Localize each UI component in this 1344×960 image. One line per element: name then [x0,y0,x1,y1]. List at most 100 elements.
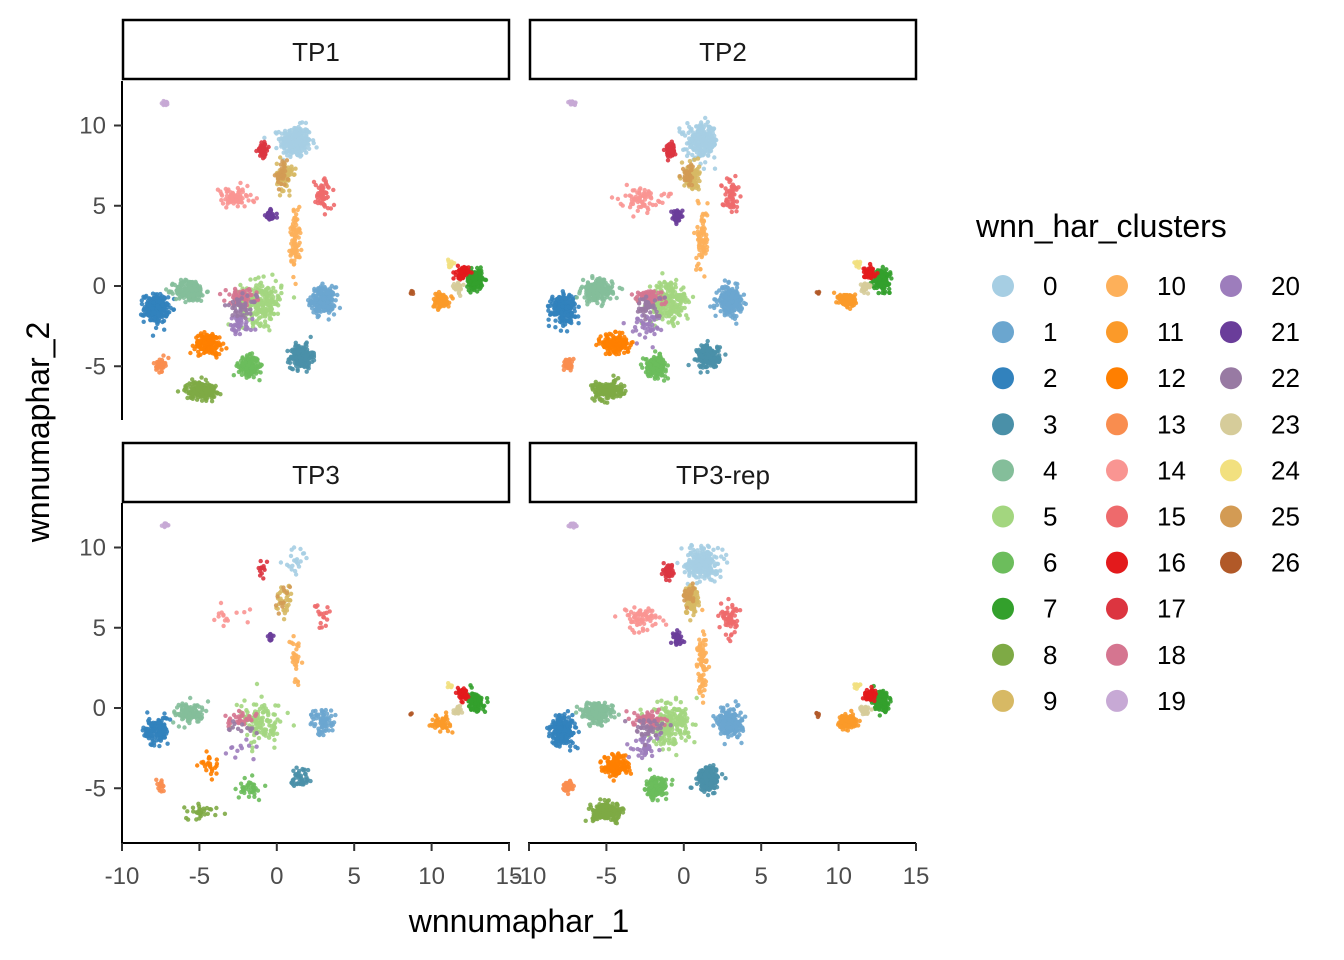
point-cluster-12 [202,340,208,346]
point-cluster-5 [660,271,665,276]
point-cluster-0 [306,146,312,151]
point-cluster-4 [182,287,187,292]
point-cluster-5 [657,280,662,285]
point-cluster-9 [287,193,292,198]
point-cluster-25 [285,177,290,182]
point-cluster-0 [282,136,287,141]
point-cluster-12 [199,346,204,352]
point-cluster-26 [408,291,413,296]
point-cluster-5 [273,289,278,294]
point-cluster-5 [253,286,258,291]
point-cluster-23 [461,282,466,287]
point-cluster-15 [323,190,329,196]
point-cluster-4 [574,295,579,300]
point-cluster-1 [730,286,735,292]
point-cluster-18 [217,291,223,297]
point-cluster-4 [189,288,195,293]
point-cluster-25 [282,168,288,174]
point-cluster-18 [244,288,250,293]
point-cluster-11 [847,306,853,311]
point-cluster-13 [155,361,161,366]
point-cluster-14 [238,180,243,186]
point-cluster-8 [594,391,599,397]
point-cluster-10 [293,228,299,233]
point-cluster-11 [431,304,436,309]
point-cluster-4 [608,289,613,294]
point-cluster-10 [293,250,298,255]
scatter-points-tp1 [138,98,489,404]
point-cluster-22 [240,291,245,296]
point-cluster-4 [198,290,203,296]
point-cluster-8 [617,389,623,395]
point-cluster-2 [558,328,564,333]
point-cluster-7 [876,290,881,296]
point-cluster-2 [138,312,144,317]
point-cluster-6 [244,353,250,358]
point-cluster-2 [148,317,153,322]
point-cluster-0 [712,155,717,160]
point-cluster-5 [267,328,272,333]
point-cluster-10 [291,207,296,212]
point-cluster-5 [671,294,677,299]
point-cluster-8 [206,383,211,388]
point-cluster-10 [288,253,293,258]
point-cluster-16 [455,263,461,268]
point-cluster-2 [142,295,147,300]
point-cluster-4 [619,286,625,292]
point-cluster-9 [290,167,295,172]
point-cluster-8 [593,381,599,387]
point-cluster-14 [228,199,233,205]
point-cluster-4 [601,277,606,282]
point-cluster-12 [190,343,195,348]
point-cluster-2 [139,301,145,307]
point-cluster-0 [296,137,301,142]
point-cluster-16 [461,264,467,270]
point-cluster-2 [142,312,147,317]
point-cluster-1 [318,309,323,314]
point-cluster-1 [730,293,735,298]
point-cluster-5 [258,280,264,285]
point-cluster-1 [333,285,339,290]
point-cluster-3 [686,362,691,368]
point-cluster-15 [321,177,326,182]
point-cluster-1 [331,312,337,317]
point-cluster-0 [287,138,292,143]
point-cluster-0 [306,137,311,143]
point-cluster-3 [300,348,305,353]
point-cluster-8 [211,389,216,394]
point-cluster-4 [609,284,615,289]
point-cluster-20 [233,329,238,334]
point-cluster-4 [205,289,210,294]
point-cluster-0 [677,129,682,134]
point-cluster-14 [235,204,240,209]
point-cluster-10 [699,226,704,231]
point-cluster-10 [292,258,297,263]
point-cluster-20 [253,327,258,332]
point-cluster-22 [245,293,250,298]
point-cluster-8 [595,387,600,392]
point-cluster-0 [274,145,279,151]
point-cluster-8 [611,373,616,378]
point-cluster-5 [262,319,268,324]
point-cluster-2 [139,298,144,303]
point-cluster-23 [456,290,462,295]
point-cluster-1 [332,304,337,309]
point-cluster-2 [565,299,571,305]
point-cluster-13 [162,361,167,367]
point-cluster-4 [187,294,192,299]
point-cluster-0 [311,140,316,146]
point-cluster-1 [738,297,743,302]
point-cluster-3 [293,340,298,345]
point-cluster-17 [263,152,268,157]
point-cluster-1 [738,309,743,314]
point-cluster-2 [150,333,156,338]
point-cluster-10 [700,244,705,250]
point-cluster-2 [552,303,557,308]
point-cluster-4 [608,296,613,301]
point-cluster-0 [279,144,284,149]
point-cluster-2 [146,296,152,301]
point-cluster-1 [326,317,331,322]
point-cluster-7 [482,277,487,282]
point-cluster-10 [291,232,297,237]
